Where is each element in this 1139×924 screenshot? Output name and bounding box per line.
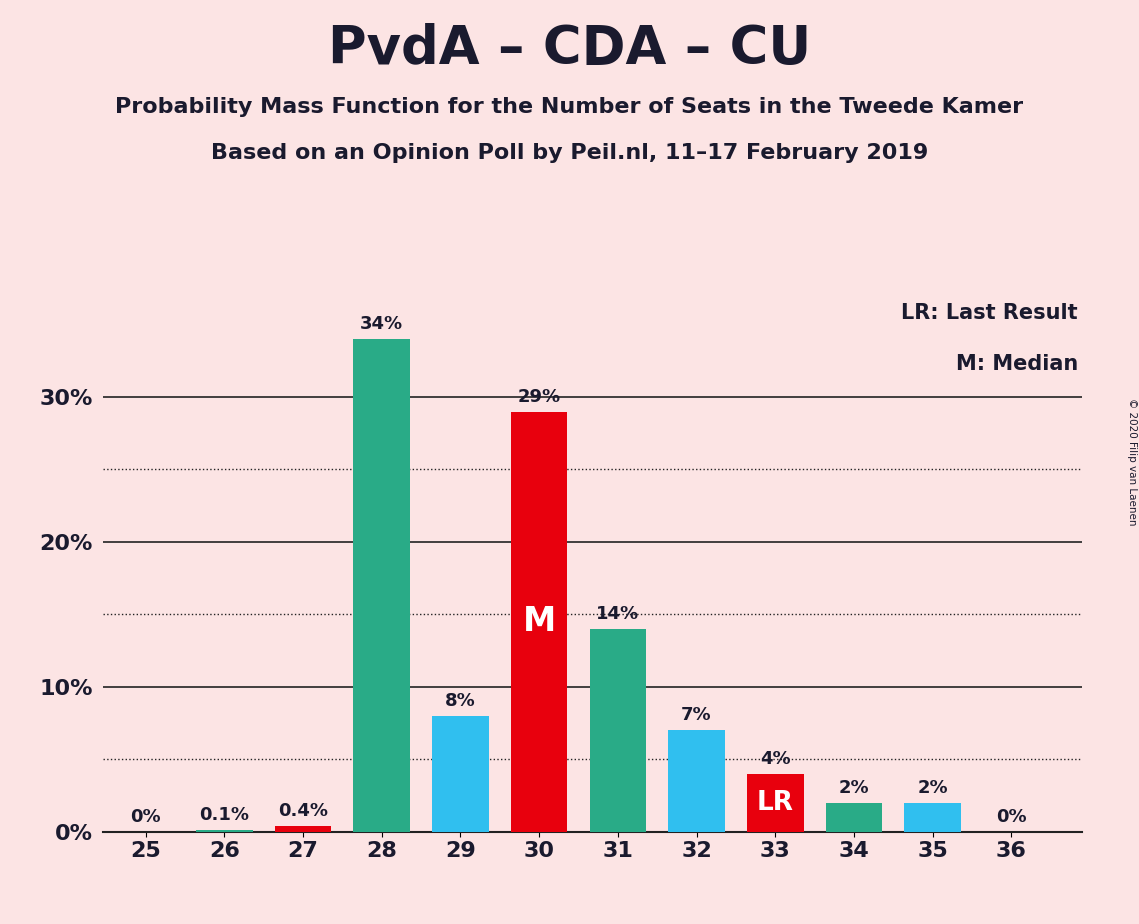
Bar	[353, 339, 410, 832]
Text: 2%: 2%	[917, 779, 948, 796]
Text: 2%: 2%	[838, 779, 869, 796]
Text: M: Median: M: Median	[956, 354, 1079, 373]
Bar	[511, 411, 567, 832]
Bar	[747, 773, 803, 832]
Text: 29%: 29%	[517, 388, 560, 406]
Text: 34%: 34%	[360, 315, 403, 334]
Text: 7%: 7%	[681, 707, 712, 724]
Text: Based on an Opinion Poll by Peil.nl, 11–17 February 2019: Based on an Opinion Poll by Peil.nl, 11–…	[211, 143, 928, 164]
Text: 8%: 8%	[445, 692, 476, 710]
Text: 4%: 4%	[760, 750, 790, 768]
Bar	[669, 730, 724, 832]
Text: LR: Last Result: LR: Last Result	[901, 303, 1079, 322]
Text: PvdA – CDA – CU: PvdA – CDA – CU	[328, 23, 811, 75]
Text: © 2020 Filip van Laenen: © 2020 Filip van Laenen	[1126, 398, 1137, 526]
Text: Probability Mass Function for the Number of Seats in the Tweede Kamer: Probability Mass Function for the Number…	[115, 97, 1024, 117]
Text: 0.4%: 0.4%	[278, 802, 328, 820]
Bar	[904, 803, 961, 832]
Bar	[196, 830, 253, 832]
Bar	[590, 629, 646, 832]
Bar	[826, 803, 883, 832]
Bar	[274, 826, 331, 832]
Text: M: M	[523, 605, 556, 638]
Bar	[432, 716, 489, 832]
Text: 14%: 14%	[597, 605, 639, 623]
Text: 0.1%: 0.1%	[199, 807, 249, 824]
Text: LR: LR	[756, 790, 794, 816]
Text: 0%: 0%	[995, 808, 1026, 826]
Text: 0%: 0%	[131, 808, 161, 826]
